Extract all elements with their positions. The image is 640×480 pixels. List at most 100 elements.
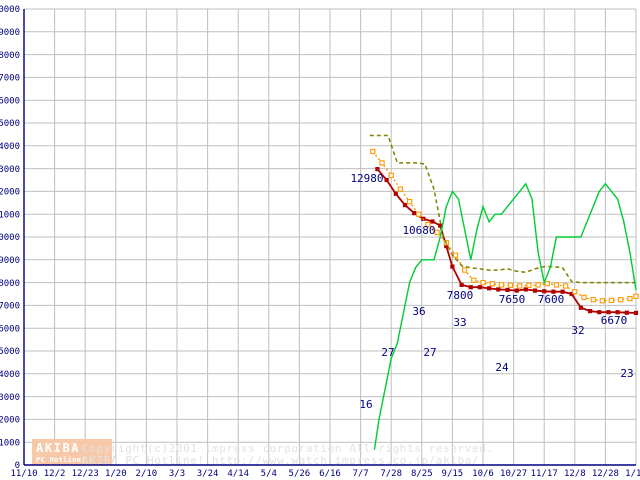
series-marker-lowest-price	[551, 289, 556, 294]
x-tick-label: 2/10	[136, 469, 158, 479]
data-point-label: 32	[571, 324, 584, 337]
x-tick-label: 6/16	[319, 469, 341, 479]
x-tick-label: 12/2	[44, 469, 66, 479]
x-tick-label: 3/24	[197, 469, 219, 479]
series-marker-lowest-price	[505, 287, 510, 292]
y-tick-label: 18000	[0, 51, 20, 61]
series-line-highest-price	[369, 134, 636, 284]
series-marker-lowest-price	[444, 244, 449, 249]
data-point-label: 10680	[402, 224, 435, 237]
series-marker-mid-price	[379, 160, 385, 166]
series-marker-mid-price	[425, 221, 431, 228]
x-tick-label: 3/3	[169, 469, 185, 479]
y-tick-label: 0	[15, 461, 20, 471]
akiba-logo-subtitle: PC Hotline!	[36, 456, 86, 464]
x-tick-label: 9/15	[442, 469, 464, 479]
series-marker-lowest-price	[402, 203, 408, 208]
data-point-label: 7650	[499, 293, 526, 306]
series-marker-lowest-price	[588, 309, 593, 314]
data-point-label: 7600	[538, 293, 565, 306]
x-tick-label: 11/17	[531, 469, 558, 479]
x-tick-label: 7/7	[352, 469, 368, 479]
series-marker-lowest-price	[459, 282, 464, 287]
series-marker-mid-price	[452, 252, 459, 258]
series-marker-lowest-price	[514, 288, 519, 293]
series-marker-mid-price	[526, 282, 532, 288]
series-line-shop-count	[373, 182, 637, 450]
series-marker-mid-price	[535, 282, 541, 288]
series-marker-mid-price	[608, 297, 615, 304]
x-tick-label: 12/8	[564, 469, 586, 479]
y-tick-label: 12000	[0, 188, 20, 198]
series-marker-lowest-price	[624, 310, 629, 315]
series-marker-mid-price	[434, 229, 440, 236]
x-axis-tick-labels: 11/10 12/2 12/23 1/20 2/10 3/3 3/24 4/14 5/4 5/26…	[10, 469, 640, 479]
x-tick-label: 8/25	[411, 469, 433, 479]
series-marker-lowest-price	[477, 285, 482, 290]
series-marker-lowest-price	[450, 264, 455, 269]
y-tick-label: 14000	[0, 142, 20, 152]
x-tick-label: 5/26	[289, 469, 311, 479]
y-tick-label: 1000	[0, 438, 20, 448]
series-marker-lowest-price	[542, 289, 547, 294]
series-marker-lowest-price	[468, 285, 473, 290]
y-tick-label: 20000	[0, 5, 20, 15]
x-tick-label: 5/4	[261, 469, 277, 479]
watermark-copyright: Copyright(c)2001 impress corporation All…	[82, 442, 494, 455]
x-tick-label: 7/28	[380, 469, 402, 479]
data-point-label: 33	[453, 316, 466, 329]
x-tick-label: 11/10	[10, 469, 37, 479]
series-marker-mid-price	[544, 281, 550, 287]
series-marker-mid-price	[370, 148, 376, 155]
data-point-label: 27	[423, 346, 436, 359]
y-tick-label: 8000	[0, 279, 20, 289]
series-marker-mid-price	[388, 172, 394, 179]
data-point-labels: 12980 10680 7800 7650 7600 6670 16 27 36 27 33 24 32…	[350, 172, 633, 411]
axis-lines	[23, 9, 636, 466]
series-marker-mid-price	[553, 282, 560, 288]
data-point-label: 16	[359, 398, 372, 411]
series-marker-mid-price	[618, 297, 624, 303]
akiba-logo-background	[32, 439, 112, 465]
series-marker-lowest-price	[560, 289, 565, 294]
series-marker-lowest-price	[606, 310, 611, 315]
y-tick-label: 5000	[0, 347, 20, 357]
data-point-label: 27	[381, 346, 394, 359]
series-marker-lowest-price	[393, 191, 398, 196]
y-tick-label: 11000	[0, 210, 20, 220]
x-tick-label: 10/27	[500, 469, 527, 479]
series-marker-mid-price	[562, 283, 569, 289]
series-marker-lowest-price	[430, 219, 435, 224]
x-tick-label: 10/6	[472, 469, 494, 479]
series-marker-mid-price	[471, 277, 477, 283]
series-group	[369, 134, 639, 450]
y-axis-tick-labels: 0 1000 2000 3000 4000 5000 6000 7000 8000 9000 100…	[0, 5, 20, 471]
y-tick-label: 4000	[0, 370, 20, 380]
series-marker-mid-price	[416, 211, 422, 217]
data-point-label: 12980	[350, 172, 383, 185]
series-marker-mid-price	[581, 294, 587, 301]
y-tick-label: 19000	[0, 28, 20, 38]
data-point-label: 36	[412, 305, 425, 318]
x-tick-label: 12/28	[592, 469, 619, 479]
x-tick-label: 1/20	[105, 469, 127, 479]
series-marker-mid-price	[633, 293, 639, 299]
series-marker-lowest-price	[615, 310, 620, 315]
y-tick-label: 7000	[0, 302, 20, 312]
series-marker-lowest-price	[597, 310, 602, 315]
series-marker-lowest-price	[438, 223, 443, 228]
series-marker-lowest-price	[375, 167, 380, 172]
series-marker-mid-price	[498, 282, 505, 288]
data-point-label: 23	[620, 367, 633, 380]
x-tick-label: 12/23	[72, 469, 99, 479]
y-tick-label: 15000	[0, 119, 20, 129]
data-point-label: 6670	[601, 314, 628, 327]
watermark-site: AKIBA PC Hotline! http://www.watch.impre…	[82, 454, 479, 467]
y-tick-label: 9000	[0, 256, 20, 266]
series-marker-lowest-price	[496, 287, 501, 292]
series-marker-mid-price	[627, 295, 633, 302]
y-tick-label: 3000	[0, 393, 20, 403]
series-marker-lowest-price	[633, 310, 639, 315]
